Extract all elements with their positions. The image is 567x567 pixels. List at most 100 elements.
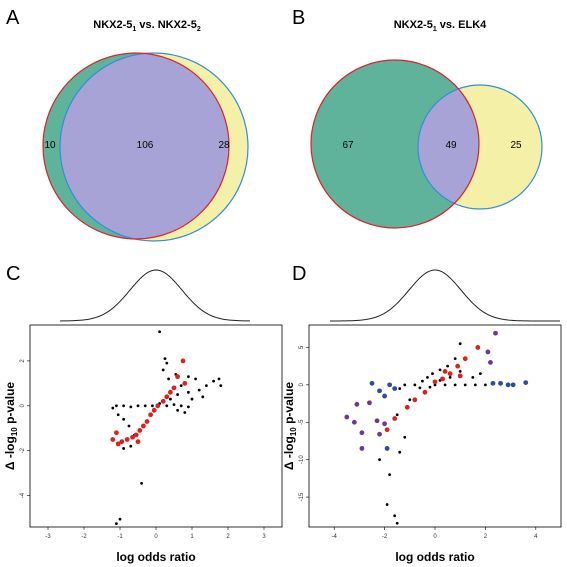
data-point [175,374,181,380]
x-tick-label: 3 [262,534,266,540]
data-point [377,388,382,394]
venn-a-left-outline [42,52,230,240]
data-point [498,380,503,386]
data-point [179,384,183,387]
data-point [165,361,169,365]
data-point [344,414,350,420]
data-point [122,447,125,450]
venn-b: 67 49 25 [310,59,543,229]
data-point [413,383,417,387]
y-tick-label: -2 [20,447,26,453]
data-point [161,368,165,372]
data-point [421,379,424,383]
data-point [122,417,125,421]
data-point [183,411,187,414]
x-tick-label: -2 [382,534,388,540]
x-axis-title: log odds ratio [116,550,195,564]
data-point [119,439,125,445]
venn-a: 10 106 28 [42,52,249,242]
data-point [219,384,223,387]
y-axis-title: Δ -log10 p-value [3,382,19,471]
y-tick-label: -10 [299,455,305,464]
data-point [172,403,176,407]
x-tick-label: 1 [190,534,194,540]
data-point [130,434,136,440]
data-point [176,393,180,396]
data-point [374,418,380,424]
data-point [484,383,487,387]
data-point [382,393,387,399]
data-point [187,375,190,379]
data-point [197,388,201,392]
data-point [442,368,448,374]
data-point [418,386,422,390]
data-point [141,423,146,429]
data-point [169,397,172,401]
data-point [158,330,162,334]
data-point [398,450,402,454]
data-point [148,412,154,418]
panel-letter-c: C [6,263,20,285]
x-tick-label: 0 [433,534,437,540]
x-tick-label: 0 [154,534,158,540]
venn-b-title: NKX2-51 vs. ELK4 [394,19,487,33]
plot-frame-c [29,324,283,528]
y-axis-title: Δ -log10 p-value [282,382,298,471]
data-point [510,382,516,388]
density-curve-d [329,269,560,322]
venn-a-right-count: 28 [218,140,230,151]
data-point [471,375,475,379]
panel-letter-d: D [292,263,306,285]
data-point [426,375,429,379]
data-point [403,383,407,387]
data-point [388,473,392,477]
data-point [168,389,173,395]
scatter-plot-c: -3 -2 -1 0 1 2 3 -4 -2 0 2 log odds ratio Δ -log10 p… [3,269,283,564]
data-point [384,446,390,451]
data-point [187,390,190,394]
data-point [116,413,120,417]
data-point [403,435,407,439]
data-point [377,431,382,437]
data-point [448,375,452,379]
data-point [392,416,398,421]
x-tick-label: -4 [332,534,338,540]
data-point [440,376,445,382]
venn-a-left-count: 10 [44,140,56,151]
venn-a-overlap [60,53,229,239]
data-point [359,446,365,451]
data-point [124,437,130,442]
data-point [151,404,154,408]
data-point [167,377,171,381]
x-tick-label: -3 [45,534,51,540]
data-point [438,368,442,372]
data-point [143,404,147,408]
data-point [457,373,463,379]
data-point [428,385,432,389]
data-point [505,382,511,388]
plot-frame-d [308,324,562,528]
data-point [137,428,143,433]
data-point [393,514,397,518]
y-tick-label: -5 [299,419,305,425]
venn-a-title: NKX2-51 vs. NKX2-52 [93,19,201,33]
data-point [455,363,461,369]
x-tick-label: -1 [117,534,123,540]
data-point [129,405,133,409]
data-point [408,398,412,402]
data-point [160,398,166,404]
data-point [493,330,498,336]
data-point [111,406,115,410]
data-point [212,379,216,383]
data-point [135,439,141,445]
panel-letter-a: A [6,7,20,29]
data-point [136,404,140,408]
data-point [351,419,357,425]
panel-letter-b: B [292,7,305,29]
data-point [164,394,170,400]
data-point [369,380,375,386]
data-point [176,408,180,412]
data-point [205,384,208,387]
data-point [163,357,167,361]
